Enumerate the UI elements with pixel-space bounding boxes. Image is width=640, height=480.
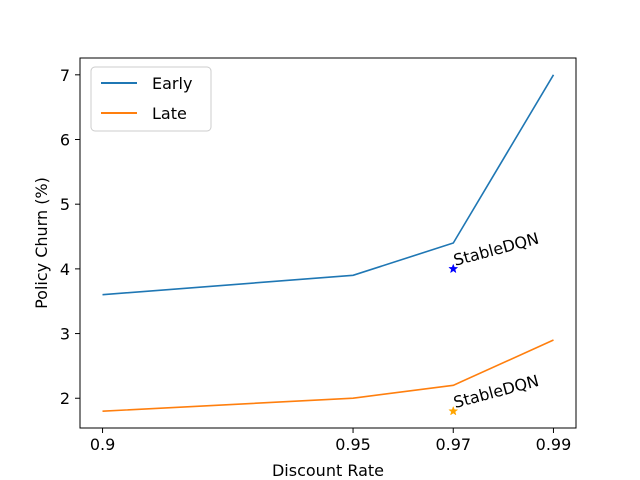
y-tick-label: 3 — [60, 325, 70, 344]
legend-label-late: Late — [152, 104, 187, 123]
y-tick-label: 7 — [60, 66, 70, 85]
x-tick-label: 0.9 — [90, 435, 115, 454]
series-line-early — [102, 74, 555, 296]
x-axis-title: Discount Rate — [272, 461, 384, 480]
x-tick-label: 0.97 — [435, 435, 471, 454]
annotation-label: StableDQN — [451, 371, 540, 412]
y-tick-label: 2 — [60, 389, 70, 408]
stabledqn-star-marker — [448, 405, 459, 416]
ticks-layer: 0.9 0.95 0.97 0.99 2 3 4 5 6 7 — [60, 66, 571, 454]
y-tick-label: 5 — [60, 195, 70, 214]
x-tick-label: 0.99 — [536, 435, 572, 454]
series-layer — [102, 74, 555, 412]
x-tick-label: 0.95 — [335, 435, 371, 454]
y-tick-label: 6 — [60, 131, 70, 150]
stabledqn-star-marker — [448, 263, 459, 274]
legend-label-early: Early — [152, 74, 192, 93]
plot-frame — [79, 57, 577, 429]
annotation-layer: StableDQN StableDQN — [448, 229, 541, 416]
annotation-label: StableDQN — [451, 229, 540, 270]
legend-box — [90, 66, 212, 132]
y-tick-label: 4 — [60, 260, 70, 279]
series-line-late — [102, 339, 554, 412]
legend: Early Late — [90, 66, 212, 132]
y-axis-title: Policy Churn (%) — [32, 177, 51, 309]
